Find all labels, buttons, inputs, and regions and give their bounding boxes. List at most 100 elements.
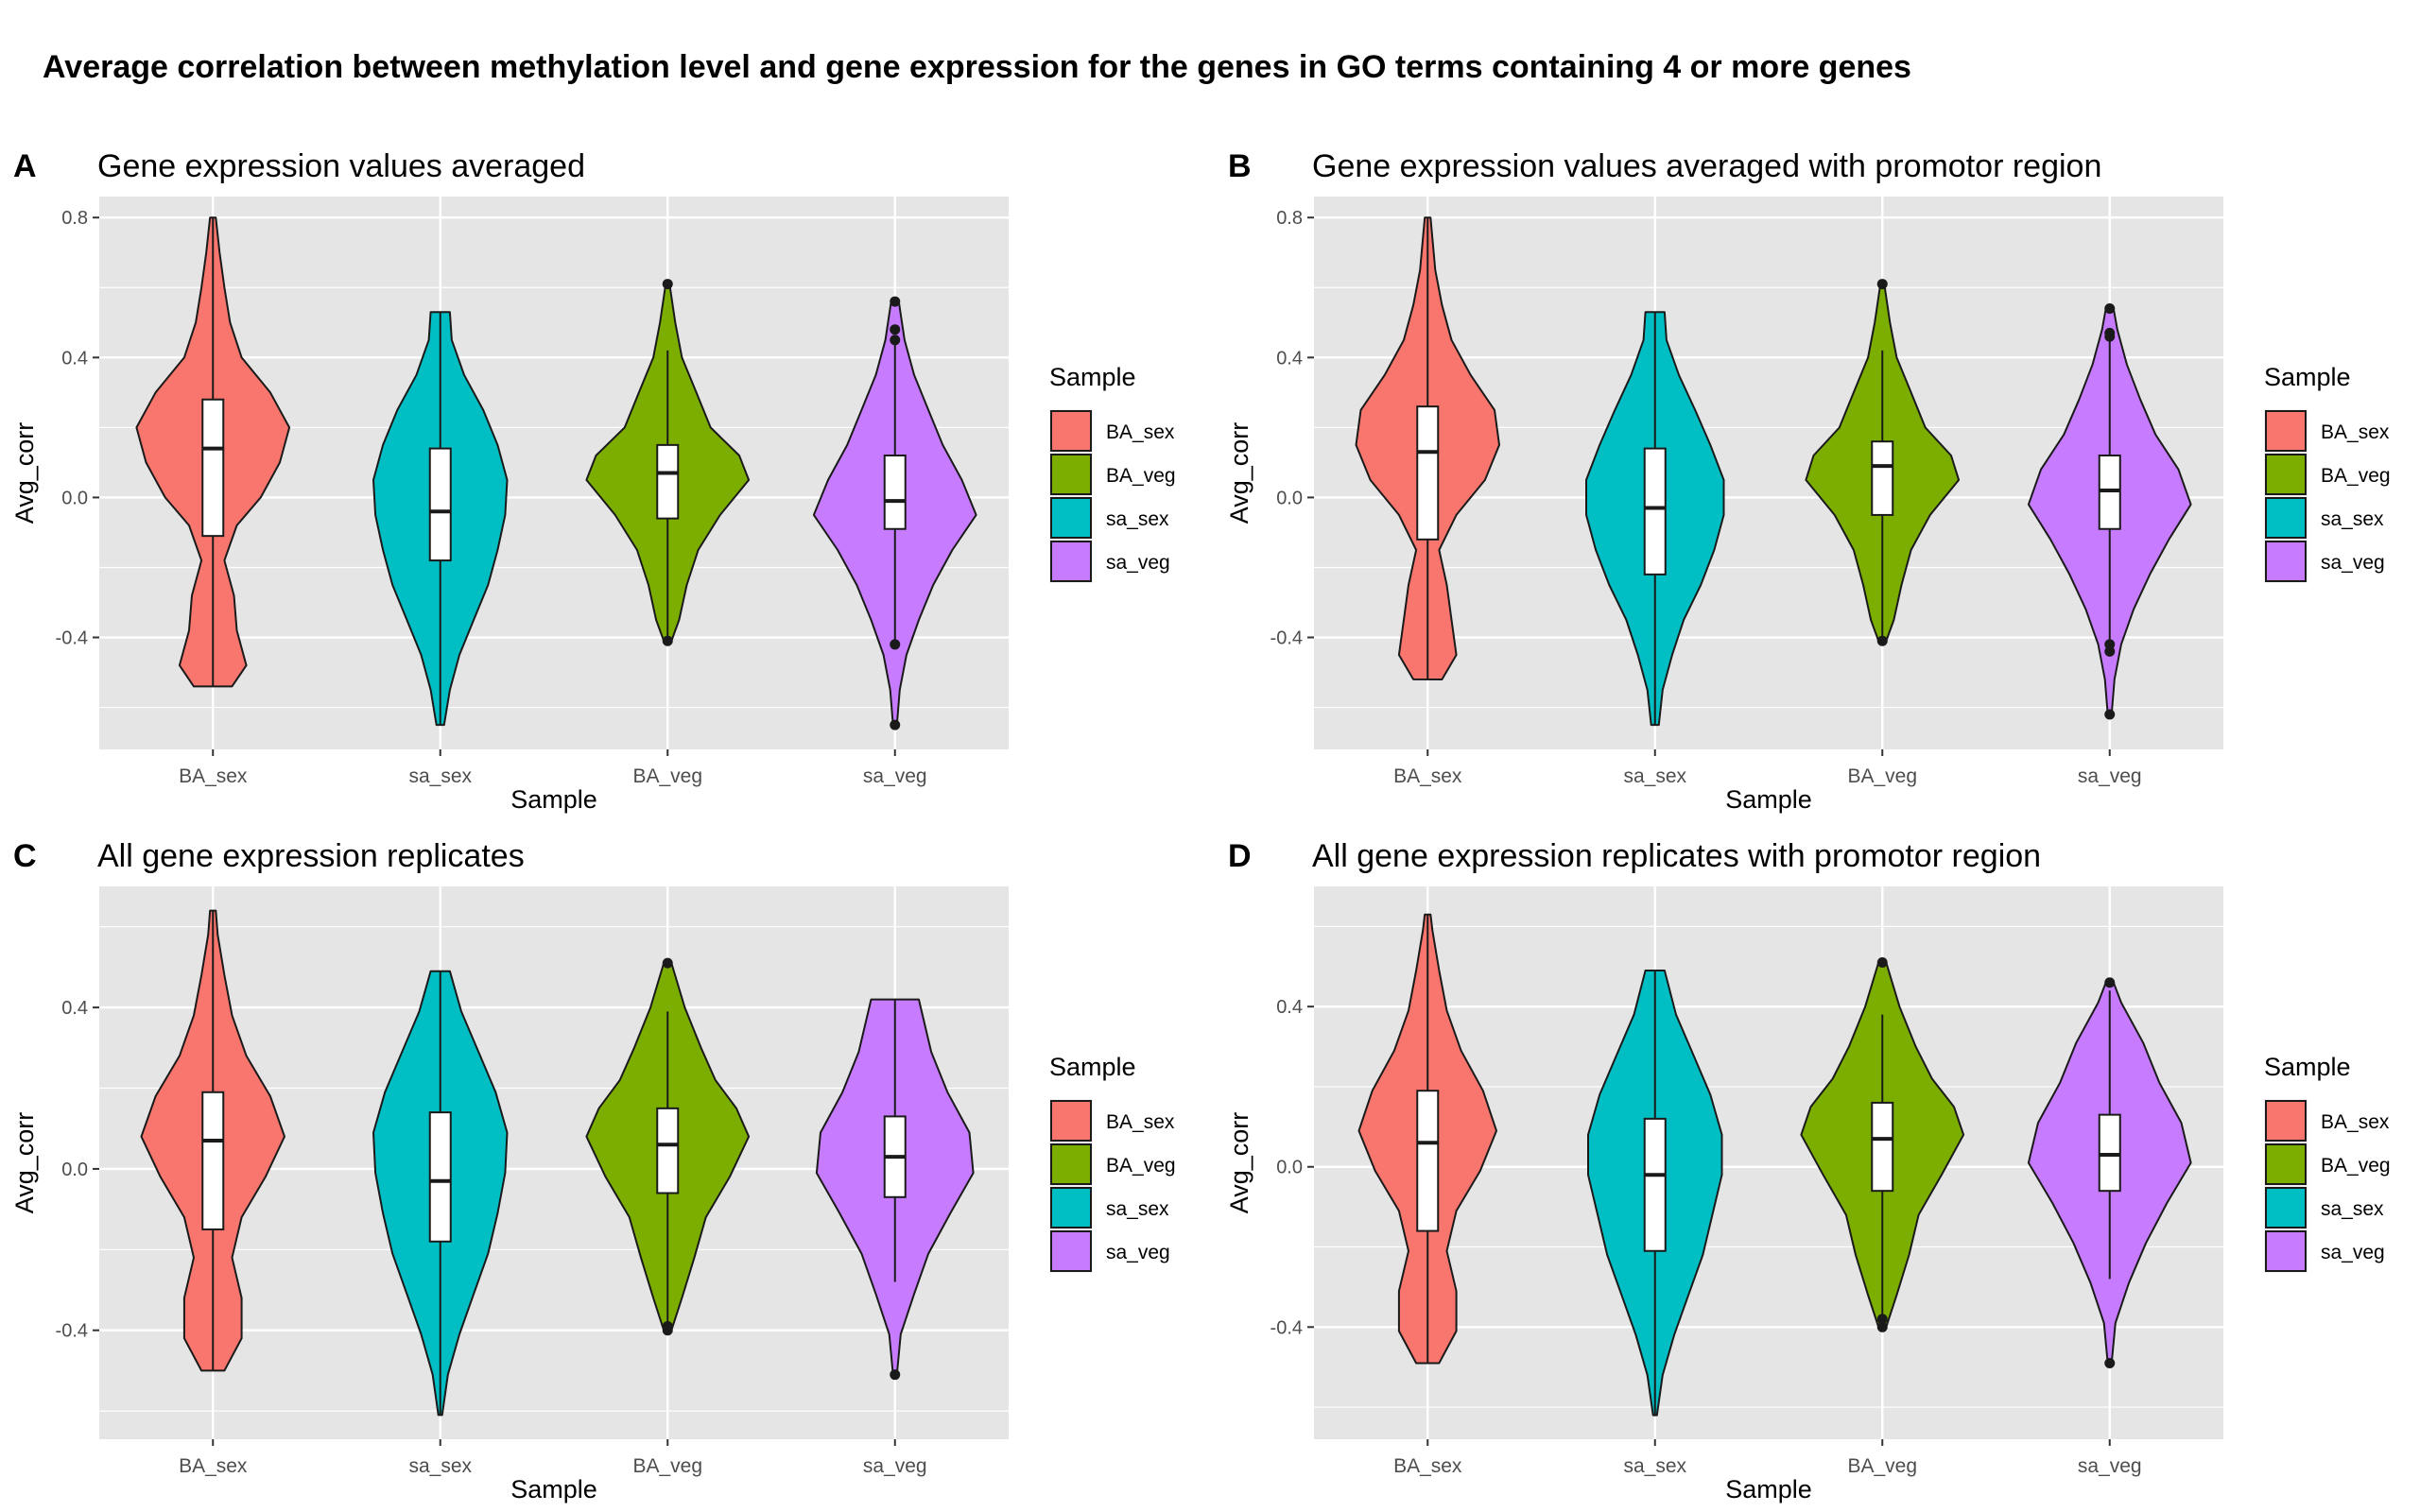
box-sa_veg xyxy=(2098,1113,2121,1193)
figure-title: Average correlation between methylation … xyxy=(43,49,1911,85)
x-tick-label: BA_veg xyxy=(632,1455,702,1477)
legend-swatch-sa_sex xyxy=(2265,497,2307,539)
x-tick-label: BA_sex xyxy=(1393,1455,1462,1477)
legend-label: BA_veg xyxy=(1106,465,1176,487)
panel-b: B Gene expression values averaged with pr… xyxy=(1225,148,2391,814)
x-axis-title: Sample xyxy=(510,1475,597,1503)
legend-title: Sample xyxy=(2264,363,2351,391)
box-BA_sex xyxy=(1416,1090,1440,1232)
legend-label: sa_veg xyxy=(2321,552,2385,574)
outlier-point xyxy=(1876,1321,1888,1332)
legend-label: BA_sex xyxy=(1106,421,1175,443)
x-tick-label: BA_veg xyxy=(1847,1455,1917,1477)
outlier-point xyxy=(2104,1357,2116,1368)
y-axis-title: Avg_corr xyxy=(1225,422,1253,524)
y-tick-label: -0.4 xyxy=(56,1321,88,1342)
outlier-point xyxy=(2104,977,2116,988)
outlier-point xyxy=(662,1325,673,1336)
panel-c: C All gene expression replicates -0.4 0.0 0.… xyxy=(10,838,1176,1503)
legend-swatch-sa_veg xyxy=(2265,1230,2307,1272)
box-sa_sex xyxy=(428,447,452,562)
outlier-point xyxy=(2104,645,2116,657)
x-tick-label: sa_veg xyxy=(863,1455,927,1477)
y-tick-label: 0.0 xyxy=(61,1160,88,1180)
legend-swatch-BA_sex xyxy=(1050,1100,1092,1142)
outlier-point xyxy=(890,1369,901,1381)
box-BA_veg xyxy=(1871,440,1894,516)
legend-label: sa_sex xyxy=(1106,508,1169,530)
y-tick-label: 0.4 xyxy=(61,998,88,1019)
legend-swatch-sa_sex xyxy=(1050,497,1092,539)
outlier-point xyxy=(662,279,673,290)
legend-swatch-BA_veg xyxy=(2265,454,2307,495)
outlier-point xyxy=(1876,957,1888,969)
box-sa_sex xyxy=(1643,447,1667,576)
legend-label: sa_veg xyxy=(1106,1242,1170,1263)
legend-label: sa_sex xyxy=(2321,1198,2384,1220)
box-BA_veg xyxy=(1871,1101,1894,1193)
legend-swatch-sa_veg xyxy=(1050,541,1092,582)
legend-label: BA_veg xyxy=(1106,1155,1176,1177)
outlier-point xyxy=(2104,331,2116,342)
legend-swatch-sa_sex xyxy=(2265,1187,2307,1228)
outlier-point xyxy=(890,296,901,307)
panel-d: D All gene expression replicates with pro… xyxy=(1225,838,2391,1503)
y-tick-label: 0.0 xyxy=(61,488,88,508)
y-axis-title: Avg_corr xyxy=(10,1112,39,1214)
outlier-point xyxy=(890,324,901,335)
y-axis-title: Avg_corr xyxy=(10,422,39,524)
box-sa_veg xyxy=(883,454,907,530)
box-BA_sex xyxy=(1416,405,1440,541)
panel-title: Gene expression values averaged xyxy=(97,148,585,184)
legend-swatch-BA_sex xyxy=(1050,410,1092,452)
panel-title: All gene expression replicates with prom… xyxy=(1312,838,2041,874)
y-axis-title: Avg_corr xyxy=(1225,1112,1253,1214)
outlier-point xyxy=(662,635,673,646)
x-tick-label: sa_sex xyxy=(1623,1455,1686,1477)
legend-title: Sample xyxy=(1049,1053,1136,1081)
y-tick-label: 0.8 xyxy=(1276,208,1303,229)
y-tick-label: 0.4 xyxy=(1276,997,1303,1018)
x-tick-label: BA_sex xyxy=(179,1455,248,1477)
panel-title: All gene expression replicates xyxy=(97,838,525,874)
outlier-point xyxy=(890,335,901,346)
box-sa_sex xyxy=(1643,1117,1667,1252)
legend-swatch-BA_veg xyxy=(2265,1143,2307,1185)
x-tick-label: BA_sex xyxy=(179,765,248,787)
legend-label: sa_sex xyxy=(1106,1198,1169,1220)
outlier-point xyxy=(662,957,673,969)
x-tick-label: BA_sex xyxy=(1393,765,1462,787)
legend-title: Sample xyxy=(1049,363,1136,391)
y-tick-label: -0.4 xyxy=(1270,628,1303,649)
legend-swatch-BA_sex xyxy=(2265,1100,2307,1142)
legend-label: sa_veg xyxy=(2321,1242,2385,1263)
box-BA_sex xyxy=(201,1091,225,1230)
legend-swatch-sa_sex xyxy=(1050,1187,1092,1228)
x-axis-title: Sample xyxy=(1725,1475,1812,1503)
outlier-point xyxy=(890,719,901,730)
x-tick-label: BA_veg xyxy=(1847,765,1917,787)
y-tick-label: 0.4 xyxy=(61,348,88,369)
y-tick-label: 0.0 xyxy=(1276,488,1303,508)
outlier-point xyxy=(1876,1314,1888,1325)
legend-label: sa_veg xyxy=(1106,552,1170,574)
outlier-point xyxy=(1876,635,1888,646)
panel-tag: C xyxy=(13,838,37,874)
x-tick-label: sa_veg xyxy=(863,765,927,787)
box-sa_sex xyxy=(428,1111,452,1243)
outlier-point xyxy=(2104,302,2116,314)
legend-swatch-BA_veg xyxy=(1050,454,1092,495)
box-BA_sex xyxy=(201,398,225,538)
panel-title: Gene expression values averaged with pro… xyxy=(1312,148,2101,184)
legend-label: BA_veg xyxy=(2321,465,2391,487)
legend-swatch-BA_sex xyxy=(2265,410,2307,452)
x-tick-label: sa_veg xyxy=(2078,1455,2142,1477)
box-BA_veg xyxy=(656,1107,680,1194)
x-axis-title: Sample xyxy=(1725,785,1812,814)
x-tick-label: sa_sex xyxy=(1623,765,1686,787)
legend-label: BA_veg xyxy=(2321,1155,2391,1177)
y-tick-label: -0.4 xyxy=(1270,1317,1303,1338)
legend-label: BA_sex xyxy=(2321,421,2390,443)
panel-tag: B xyxy=(1228,148,1252,184)
